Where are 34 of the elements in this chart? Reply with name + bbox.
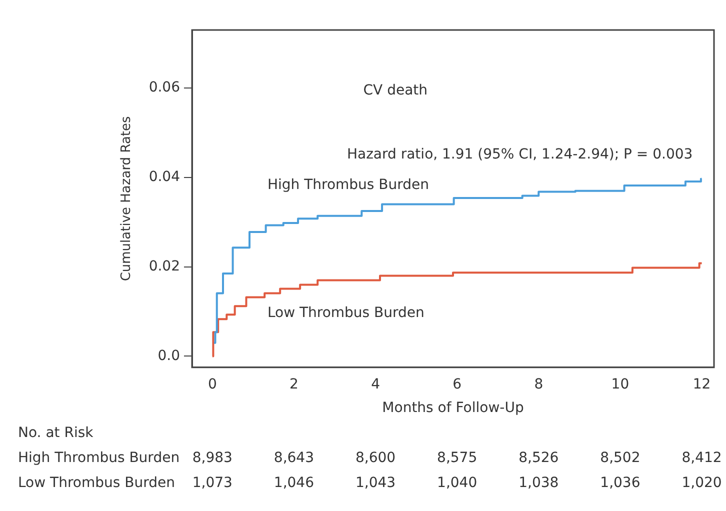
x-tick-label: 0 [208, 376, 217, 392]
x-axis-title: Months of Follow-Up [382, 400, 524, 416]
text: 8,983 [192, 450, 232, 466]
text: 1,020 [682, 475, 722, 492]
x-tick-label: 6 [452, 376, 462, 392]
text: 8,600 [355, 450, 396, 466]
y-axis-title: Cumulative Hazard Rates [119, 116, 134, 282]
text: 1,036 [600, 475, 640, 492]
annotation: Hazard ratio, 1.91 (95% CI, 1.24-2.94); P = 0.003 [346, 146, 693, 162]
x-tick-label: 4 [371, 376, 380, 392]
text: 8,526 [518, 450, 559, 466]
annotation: CV death [363, 82, 428, 98]
x-tick-label: 2 [289, 376, 298, 392]
y-tick-label: 0.04 [148, 169, 180, 186]
text: 1,043 [355, 475, 396, 492]
y-tick-label: 0.0 [158, 348, 180, 364]
x-tick-label: 10 [611, 376, 630, 392]
text: 1,038 [518, 475, 559, 492]
text: High Thrombus Burden [18, 450, 180, 466]
y-tick-label: 0.06 [148, 80, 180, 96]
text: No. at Risk [18, 425, 94, 442]
y-tick-label: 0.02 [148, 258, 180, 274]
text: 8,502 [600, 450, 640, 466]
text: 8,575 [437, 450, 478, 466]
text: Low Thrombus Burden [18, 475, 175, 492]
text: 1,046 [274, 475, 314, 492]
text: 1,040 [437, 475, 478, 492]
x-tick-label: 8 [534, 376, 544, 392]
text: 1,073 [192, 475, 232, 492]
text: 8,412 [682, 450, 722, 466]
series-label: High Thrombus Burden [267, 176, 430, 193]
text: 8,643 [274, 450, 314, 466]
x-tick-label: 12 [692, 376, 711, 392]
series-label: Low Thrombus Burden [267, 305, 424, 322]
